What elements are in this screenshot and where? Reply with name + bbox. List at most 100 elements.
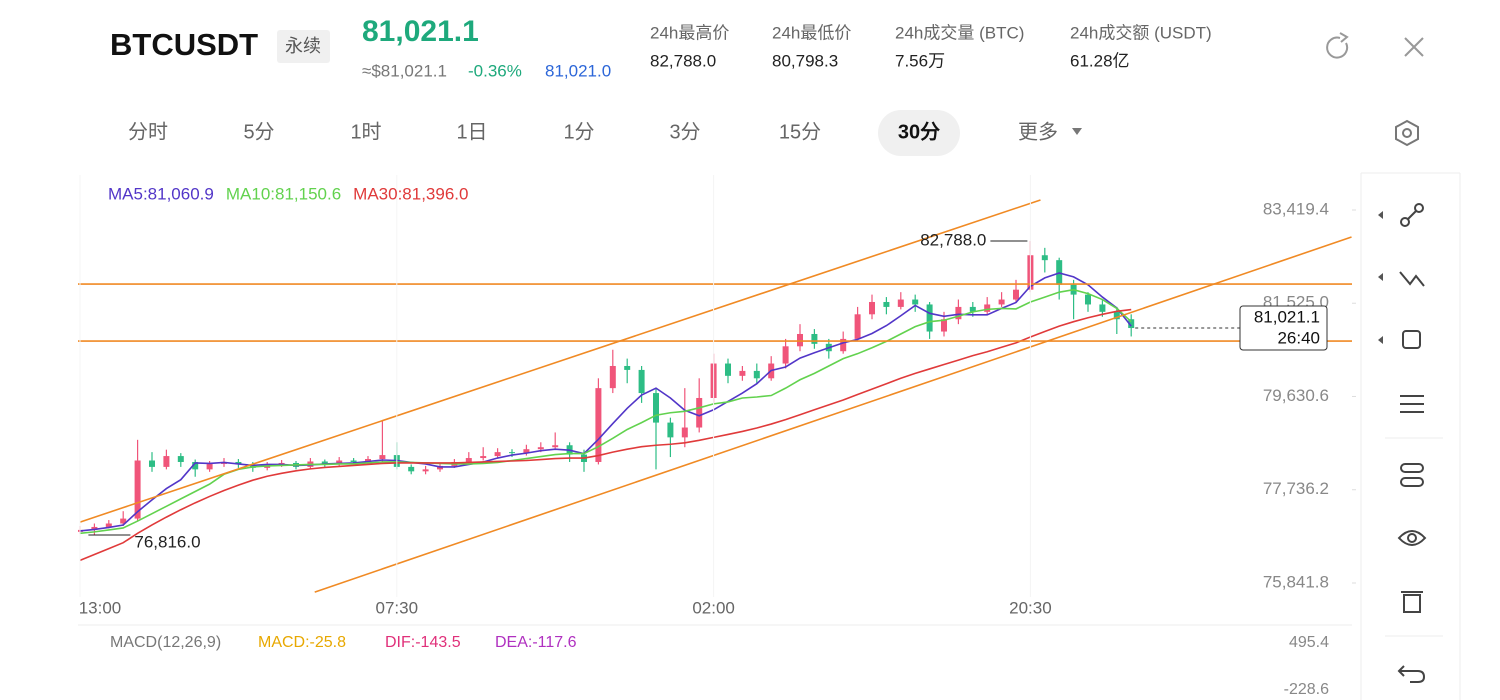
candle-body bbox=[321, 461, 328, 464]
timeframe-tab[interactable]: 5分 bbox=[243, 120, 274, 143]
close-icon[interactable] bbox=[1404, 37, 1424, 57]
macd-value: MACD:-25.8 bbox=[258, 634, 346, 651]
candle-body bbox=[969, 306, 976, 312]
candle-body bbox=[206, 463, 213, 470]
candle-body bbox=[494, 452, 501, 457]
candle-body bbox=[897, 299, 904, 307]
stat-label: 24h成交量 (BTC) bbox=[895, 23, 1024, 42]
contract: 永续 bbox=[285, 36, 321, 56]
candle-body bbox=[408, 466, 415, 472]
x-tick-label: 02:00 bbox=[692, 598, 735, 617]
visibility-tool[interactable] bbox=[1397, 530, 1427, 546]
candle-body bbox=[1013, 289, 1019, 300]
candle-body bbox=[811, 333, 818, 344]
y-tick-label: 79,630.6 bbox=[1263, 386, 1329, 405]
candle-body bbox=[350, 460, 357, 462]
candle-body bbox=[149, 460, 155, 467]
macd-top: 495.4 bbox=[1289, 634, 1329, 651]
stat-value: 61.28亿 bbox=[1070, 51, 1130, 70]
candle-body bbox=[163, 456, 170, 467]
usd-price: ≈$81,021.1 bbox=[362, 61, 447, 80]
candle-body bbox=[509, 452, 515, 454]
ma-line bbox=[79, 288, 1132, 535]
shape-tool[interactable] bbox=[1402, 330, 1421, 349]
candle-body bbox=[739, 370, 746, 376]
plot-area bbox=[78, 199, 1352, 593]
candle-body bbox=[1041, 255, 1048, 261]
candle-body bbox=[379, 455, 386, 460]
x-tick-label: 20:30 bbox=[1009, 598, 1052, 617]
max-label: 82,788.0 bbox=[920, 231, 986, 250]
candle-body bbox=[725, 363, 731, 376]
more-caret[interactable] bbox=[1072, 128, 1082, 135]
template-tool[interactable] bbox=[1400, 463, 1424, 487]
channel-line-drawing bbox=[314, 236, 1352, 593]
timeframe-tab[interactable]: 3分 bbox=[669, 120, 700, 143]
last-price-box bbox=[1239, 305, 1328, 351]
active-tab-bg bbox=[878, 110, 960, 156]
candle-body bbox=[523, 449, 530, 454]
legend-entry: MA5:81,060.9 bbox=[108, 184, 214, 203]
candle-body bbox=[134, 460, 141, 519]
candle-body bbox=[782, 346, 789, 364]
candle-body bbox=[667, 422, 674, 438]
candle-body bbox=[1085, 294, 1091, 305]
candle-body bbox=[365, 459, 371, 462]
candle-body bbox=[869, 301, 875, 315]
candle-body bbox=[681, 427, 688, 438]
y-tick-label: 83,419.4 bbox=[1263, 199, 1329, 218]
candle-body bbox=[609, 365, 616, 389]
last-price-label: 81,021.1 bbox=[1254, 308, 1320, 327]
price: 81,021.1 bbox=[362, 15, 479, 48]
macd-title: MACD(12,26,9) bbox=[110, 634, 221, 651]
candle-body bbox=[883, 301, 890, 307]
ma-line bbox=[79, 272, 1132, 532]
indicator-tool[interactable] bbox=[1400, 395, 1424, 413]
candle-body bbox=[465, 458, 472, 462]
candle-body bbox=[1128, 319, 1135, 329]
candle-body bbox=[624, 365, 631, 370]
candle-body bbox=[595, 388, 602, 462]
ma-line bbox=[79, 308, 1132, 562]
price-chart: 75,841.877,736.279,630.681,525.083,419.4… bbox=[78, 175, 1356, 617]
macd-bottom: -228.6 bbox=[1284, 681, 1329, 698]
candle-body bbox=[1113, 311, 1120, 320]
delete-tool[interactable] bbox=[1401, 591, 1423, 613]
timeframe-tab[interactable]: 1时 bbox=[350, 120, 381, 143]
stat-label: 24h最低价 bbox=[772, 23, 851, 42]
timeframe-tab[interactable]: 1分 bbox=[563, 120, 594, 143]
timeframe-tab[interactable]: 1日 bbox=[456, 121, 487, 143]
timeframe-tab[interactable]: 分时 bbox=[128, 120, 168, 143]
change: -0.36% bbox=[468, 61, 522, 80]
dif-value: DIF:-143.5 bbox=[385, 634, 461, 651]
candle-body bbox=[422, 469, 429, 472]
candle-body bbox=[1099, 304, 1106, 312]
candle-body bbox=[797, 333, 803, 347]
symbol: BTCUSDT bbox=[110, 27, 258, 62]
x-tick-label: 07:30 bbox=[376, 598, 419, 617]
line-tool[interactable] bbox=[1400, 203, 1424, 227]
stat-value: 80,798.3 bbox=[772, 51, 838, 70]
candle-body bbox=[653, 393, 659, 423]
legend-entry: MA30:81,396.0 bbox=[353, 184, 468, 203]
contract-badge bbox=[277, 30, 330, 63]
candle-body bbox=[998, 299, 1005, 305]
timeframe-tab[interactable]: 更多 bbox=[1018, 120, 1058, 143]
candle-body bbox=[840, 338, 847, 352]
candle-body bbox=[336, 460, 343, 464]
timeframe-tab[interactable]: 15分 bbox=[779, 120, 821, 143]
settings-icon[interactable] bbox=[1395, 119, 1419, 147]
candle-body bbox=[984, 304, 991, 312]
candle-body bbox=[105, 523, 112, 527]
candle-body bbox=[638, 369, 645, 394]
candle-body bbox=[912, 299, 919, 305]
undo-tool[interactable] bbox=[1397, 665, 1426, 683]
min-label: 76,816.0 bbox=[134, 533, 200, 552]
candle-body bbox=[120, 518, 127, 524]
timeframe-tab[interactable]: 30分 bbox=[898, 120, 940, 143]
channel-line-drawing bbox=[79, 199, 1041, 523]
refresh-icon[interactable] bbox=[1326, 32, 1349, 59]
candle-body bbox=[552, 445, 559, 448]
wave-tool[interactable] bbox=[1399, 271, 1425, 287]
candle-body bbox=[696, 397, 703, 428]
